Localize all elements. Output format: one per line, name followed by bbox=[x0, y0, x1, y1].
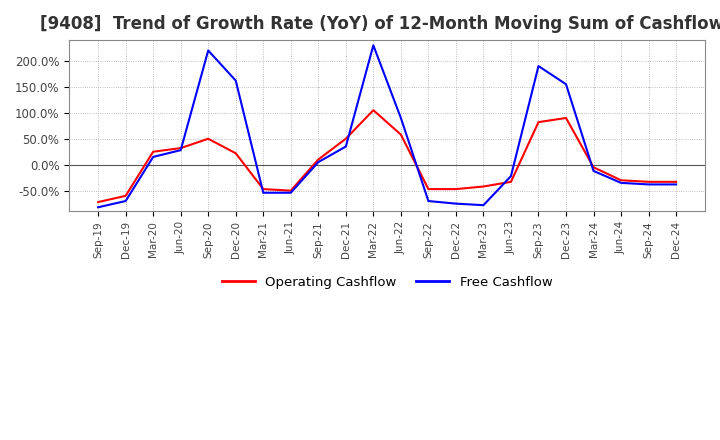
Operating Cashflow bbox=[204, 136, 212, 141]
Operating Cashflow bbox=[122, 193, 130, 198]
Free Cashflow bbox=[341, 144, 350, 149]
Title: [9408]  Trend of Growth Rate (YoY) of 12-Month Moving Sum of Cashflows: [9408] Trend of Growth Rate (YoY) of 12-… bbox=[40, 15, 720, 33]
Operating Cashflow bbox=[397, 132, 405, 137]
Operating Cashflow bbox=[589, 165, 598, 170]
Operating Cashflow bbox=[617, 178, 626, 183]
Free Cashflow bbox=[287, 190, 295, 195]
Free Cashflow bbox=[589, 168, 598, 173]
Free Cashflow bbox=[424, 198, 433, 204]
Free Cashflow bbox=[122, 198, 130, 204]
Operating Cashflow bbox=[644, 179, 653, 184]
Operating Cashflow bbox=[149, 149, 158, 154]
Free Cashflow bbox=[259, 190, 268, 195]
Free Cashflow bbox=[644, 182, 653, 187]
Operating Cashflow bbox=[479, 184, 487, 189]
Operating Cashflow bbox=[451, 187, 460, 192]
Free Cashflow bbox=[562, 81, 570, 87]
Free Cashflow bbox=[314, 159, 323, 165]
Free Cashflow bbox=[479, 202, 487, 208]
Free Cashflow bbox=[176, 147, 185, 153]
Free Cashflow bbox=[204, 48, 212, 53]
Operating Cashflow bbox=[424, 187, 433, 192]
Operating Cashflow bbox=[534, 120, 543, 125]
Operating Cashflow bbox=[562, 115, 570, 121]
Free Cashflow bbox=[507, 173, 516, 179]
Operating Cashflow bbox=[369, 107, 378, 113]
Free Cashflow bbox=[534, 63, 543, 69]
Operating Cashflow bbox=[314, 157, 323, 162]
Line: Free Cashflow: Free Cashflow bbox=[98, 45, 676, 207]
Operating Cashflow bbox=[259, 187, 268, 192]
Free Cashflow bbox=[451, 201, 460, 206]
Operating Cashflow bbox=[287, 188, 295, 193]
Operating Cashflow bbox=[94, 199, 102, 205]
Legend: Operating Cashflow, Free Cashflow: Operating Cashflow, Free Cashflow bbox=[216, 270, 558, 294]
Operating Cashflow bbox=[231, 150, 240, 156]
Free Cashflow bbox=[397, 115, 405, 121]
Line: Operating Cashflow: Operating Cashflow bbox=[98, 110, 676, 202]
Operating Cashflow bbox=[341, 136, 350, 141]
Free Cashflow bbox=[369, 43, 378, 48]
Free Cashflow bbox=[617, 180, 626, 186]
Free Cashflow bbox=[149, 154, 158, 160]
Operating Cashflow bbox=[507, 179, 516, 184]
Free Cashflow bbox=[231, 78, 240, 83]
Operating Cashflow bbox=[176, 146, 185, 151]
Free Cashflow bbox=[94, 205, 102, 210]
Operating Cashflow bbox=[672, 179, 680, 184]
Free Cashflow bbox=[672, 182, 680, 187]
